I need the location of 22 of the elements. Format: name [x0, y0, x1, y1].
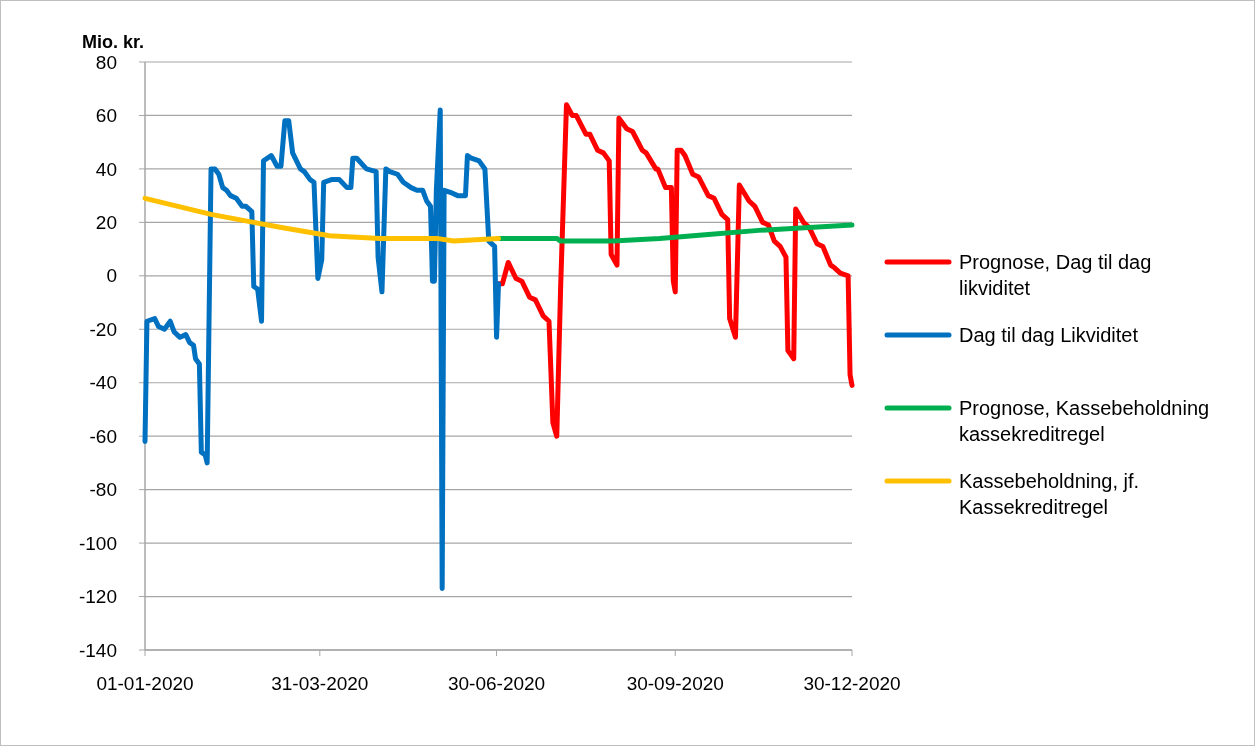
- legend-label: Dag til dag Likviditet: [959, 324, 1139, 346]
- y-tick-label: -80: [89, 479, 117, 501]
- y-tick-label: 0: [106, 265, 117, 287]
- x-tick-label: 30-12-2020: [803, 673, 901, 694]
- x-tick-label: 30-06-2020: [447, 673, 546, 694]
- y-tick-label: 80: [95, 51, 117, 73]
- x-tick-label: 31-03-2020: [271, 673, 369, 694]
- y-tick-label: -100: [78, 532, 117, 554]
- legend-label: Kassebeholdning, jf. Kassekreditregel: [959, 470, 1140, 518]
- y-tick-label: 40: [95, 158, 117, 180]
- x-tick-label: 01-01-2020: [96, 673, 194, 694]
- y-tick-label: -120: [78, 586, 117, 608]
- y-tick-label: -20: [89, 318, 117, 340]
- y-tick-label: 20: [95, 212, 117, 234]
- y-tick-label: 60: [95, 105, 117, 127]
- x-tick-label: 30-09-2020: [626, 673, 724, 694]
- y-axis-title: Mio. kr.: [82, 32, 145, 52]
- legend-label: Prognose, Dag til dag likviditet: [959, 251, 1152, 299]
- legend-label: Prognose, Kassebeholdning kassekreditregel: [959, 397, 1210, 445]
- y-tick-label: -40: [89, 372, 117, 394]
- y-tick-label: -140: [78, 639, 117, 661]
- y-tick-label: -60: [89, 425, 117, 447]
